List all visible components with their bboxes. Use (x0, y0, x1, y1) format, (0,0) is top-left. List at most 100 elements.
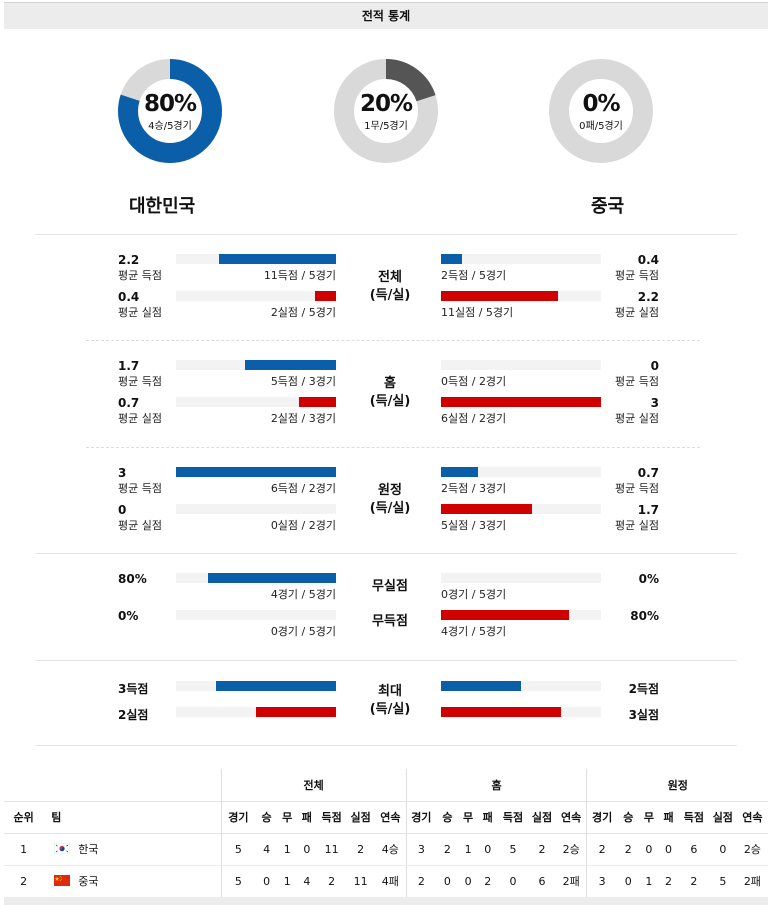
home-stat-label: 평균 득점 (118, 482, 162, 495)
column-header-row: 순위 팀 경기 승 무 패 득점 실점 연속 경기 승 무 패 득점 실점 연속 경기 승 무 패 득점 실점 연속 (4, 800, 768, 834)
away-bar-caption: 11실점 / 5경기 (441, 306, 514, 319)
column-header: 실점 (708, 800, 737, 834)
stat-cell: 5 (220, 865, 256, 898)
section-divider (35, 745, 737, 746)
section-title: 전적 통계 (4, 2, 768, 29)
away-bar-fill (441, 254, 462, 264)
away-bar-track (441, 360, 601, 370)
donut-subtitle: 0패/5경기 (579, 121, 623, 132)
away-bar-fill (441, 610, 569, 620)
stat-cell: 4 (296, 865, 318, 898)
away-stat-value: 3 (650, 396, 659, 410)
stat-cell: 0 (708, 833, 737, 866)
section-label: (득/실) (369, 501, 411, 516)
away-team-name: 중국 (591, 196, 625, 217)
home-bar-track (176, 360, 336, 370)
column-header: 실점 (528, 800, 556, 834)
away-stat-label: 평균 득점 (615, 269, 659, 282)
stat-cell: 2승 (555, 833, 587, 866)
section-label: 원정 (378, 483, 402, 498)
group-header: 원정 (586, 769, 768, 801)
group-header-row: 전체 홈 원정 (4, 769, 768, 801)
rank-cell: 2 (4, 865, 44, 898)
away-bar-track (441, 610, 601, 620)
home-bar-track (176, 504, 336, 514)
section-divider (35, 553, 737, 554)
section-label: (득/실) (369, 288, 411, 303)
section-label: (득/실) (369, 394, 411, 409)
column-header: 연속 (736, 800, 768, 834)
column-header: 득점 (317, 800, 347, 834)
stat-cell: 11 (317, 833, 347, 866)
stat-cell: 0 (296, 833, 318, 866)
stat-cell: 0 (477, 833, 499, 866)
away-bar-fill (441, 681, 521, 691)
home-bar-track (176, 573, 336, 583)
stat-cell: 6 (678, 833, 709, 866)
team-name[interactable]: 한국 (78, 843, 99, 856)
home-bar-fill (219, 254, 336, 264)
away-stat-label: 평균 득점 (615, 482, 659, 495)
home-stat-value: 0% (118, 609, 139, 623)
stat-cell: 2승 (736, 833, 768, 866)
away-bar-caption: 2득점 / 3경기 (441, 482, 507, 495)
home-bar-caption: 4경기 / 5경기 (270, 588, 336, 601)
stat-cell: 5 (498, 833, 529, 866)
away-bar-caption: 0경기 / 5경기 (441, 588, 507, 601)
korea-flag-icon (54, 842, 71, 855)
home-bar-fill (256, 707, 336, 717)
column-header: 연속 (375, 800, 407, 834)
section-label: 전체 (378, 270, 402, 285)
stat-cell: 2 (317, 865, 347, 898)
away-bar-track (441, 504, 601, 514)
home-stat-label: 평균 득점 (118, 269, 162, 282)
home-bar-caption: 6득점 / 2경기 (270, 482, 336, 495)
section-divider (35, 234, 737, 235)
away-stat-value: 80% (630, 609, 659, 623)
stat-cell: 0 (639, 833, 659, 866)
home-bar-caption: 2실점 / 5경기 (270, 306, 336, 319)
loss-rate-donut: 0% 0패/5경기 (548, 58, 654, 164)
team-name[interactable]: 중국 (78, 875, 99, 888)
away-stat-value: 1.7 (637, 503, 659, 517)
stat-cell: 6 (528, 865, 556, 898)
section-label: 최대 (378, 684, 402, 699)
team-cell[interactable]: 중국 (43, 865, 222, 898)
home-bar-track (176, 291, 336, 301)
away-bar-track (441, 681, 601, 691)
home-bar-fill (176, 467, 336, 477)
team-cell[interactable]: 한국 (43, 833, 222, 866)
section-label: 무실점 (372, 579, 408, 594)
donut-percent: 0% (582, 91, 620, 117)
stat-cell: 2패 (555, 865, 587, 898)
stat-cell: 2 (658, 865, 679, 898)
donut-percent: 80% (143, 91, 197, 117)
column-header: 경기 (586, 800, 617, 834)
home-stat-label: 평균 실점 (118, 306, 162, 319)
section-divider (35, 660, 737, 661)
china-flag-icon (54, 875, 71, 886)
section-divider (86, 447, 700, 448)
home-stat-value: 2실점 (118, 708, 149, 722)
donut-percent: 20% (359, 91, 413, 117)
stat-cell: 5 (220, 833, 256, 866)
win-rate-donut: 80% 4승/5경기 (117, 58, 223, 164)
column-header: 무 (458, 800, 478, 834)
table-row[interactable]: 1 한국 5 4 1 0 11 2 4승 3 2 1 0 5 2 2승 2 2 0 0 6 0 2승 (4, 833, 768, 866)
donut-subtitle: 1무/5경기 (364, 121, 408, 132)
away-bar-caption: 4경기 / 5경기 (441, 625, 507, 638)
stat-cell: 2 (586, 833, 617, 866)
stat-cell: 1 (639, 865, 659, 898)
stat-cell: 2 (528, 833, 556, 866)
home-stat-value: 1.7 (118, 359, 140, 373)
stat-cell: 1 (277, 865, 297, 898)
home-stat-value: 2.2 (118, 253, 140, 267)
stat-cell: 2 (405, 865, 437, 898)
column-header: 연속 (555, 800, 587, 834)
home-stat-label: 평균 실점 (118, 519, 162, 532)
away-stat-label: 평균 득점 (615, 375, 659, 388)
stat-cell: 4 (255, 833, 278, 866)
group-header: 홈 (405, 769, 587, 801)
home-stat-value: 3득점 (118, 682, 149, 696)
table-row[interactable]: 2 중국 5 0 1 4 2 11 4패 2 0 0 2 0 6 2패 3 0 1 2 2 5 2패 (4, 865, 768, 898)
